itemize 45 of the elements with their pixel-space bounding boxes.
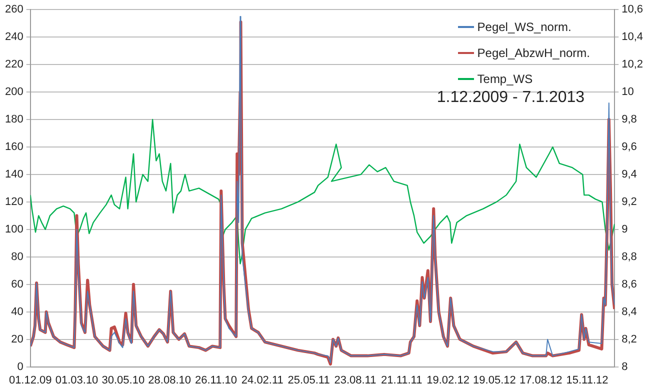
x-tick-label: 01.03.10 bbox=[55, 374, 98, 386]
y2-tick-label: 8,2 bbox=[622, 333, 637, 346]
y2-tick-label: 10,6 bbox=[622, 4, 644, 16]
y2-tick-label: 8 bbox=[622, 360, 628, 373]
y-tick-label: 40 bbox=[11, 306, 24, 318]
y-tick-label: 200 bbox=[4, 86, 24, 98]
y2-tick-label: 10 bbox=[622, 86, 634, 98]
y-tick-label: 0 bbox=[17, 360, 24, 373]
y-tick-label: 140 bbox=[4, 168, 24, 180]
x-tick-label: 25.05.11 bbox=[288, 374, 330, 386]
y-tick-label: 120 bbox=[4, 196, 24, 208]
y-tick-label: 160 bbox=[4, 141, 24, 154]
legend-label: Pegel_AbzwH_norm. bbox=[477, 45, 590, 62]
y-tick-label: 180 bbox=[4, 114, 24, 126]
legend-label: Pegel_WS_norm. bbox=[477, 19, 572, 36]
x-tick-label: 26.11.10 bbox=[194, 374, 237, 386]
y-tick-label: 240 bbox=[4, 31, 24, 44]
y-tick-label: 260 bbox=[4, 4, 24, 16]
x-tick-label: 28.08.10 bbox=[148, 374, 191, 386]
x-tick-label: 19.05.12 bbox=[473, 374, 516, 386]
y2-tick-label: 9,6 bbox=[622, 141, 637, 154]
x-tick-label: 01.12.09 bbox=[8, 374, 52, 386]
y2-tick-label: 10,2 bbox=[622, 58, 644, 71]
y2-tick-label: 9 bbox=[622, 223, 628, 236]
y2-tick-label: 8,6 bbox=[622, 278, 637, 290]
x-tick-label: 19.02.12 bbox=[426, 374, 470, 386]
x-tick-label: 21.11.11 bbox=[381, 374, 422, 386]
x-tick-label: 23.08.11 bbox=[334, 374, 376, 386]
y2-tick-label: 9,8 bbox=[622, 114, 637, 126]
annotation: 1.12.2009 - 7.1.2013 bbox=[436, 89, 585, 106]
y-tick-label: 220 bbox=[4, 58, 24, 71]
x-tick-label: 15.11.12 bbox=[566, 374, 608, 386]
y-tick-label: 60 bbox=[11, 278, 24, 290]
y2-tick-label: 9,4 bbox=[622, 168, 637, 180]
y2-tick-label: 10,4 bbox=[622, 31, 644, 44]
y2-tick-label: 9,2 bbox=[622, 196, 637, 208]
legend-label: Temp_WS bbox=[477, 72, 533, 86]
y-tick-label: 80 bbox=[11, 250, 24, 263]
x-tick-label: 24.02.11 bbox=[241, 374, 284, 386]
y-tick-label: 20 bbox=[11, 333, 24, 346]
x-tick-label: 17.08.12 bbox=[519, 374, 562, 386]
y-tick-label: 100 bbox=[4, 223, 24, 236]
y2-tick-label: 8,8 bbox=[622, 250, 637, 263]
y2-tick-label: 8,4 bbox=[622, 306, 637, 318]
x-tick-label: 30.05.10 bbox=[102, 374, 145, 386]
